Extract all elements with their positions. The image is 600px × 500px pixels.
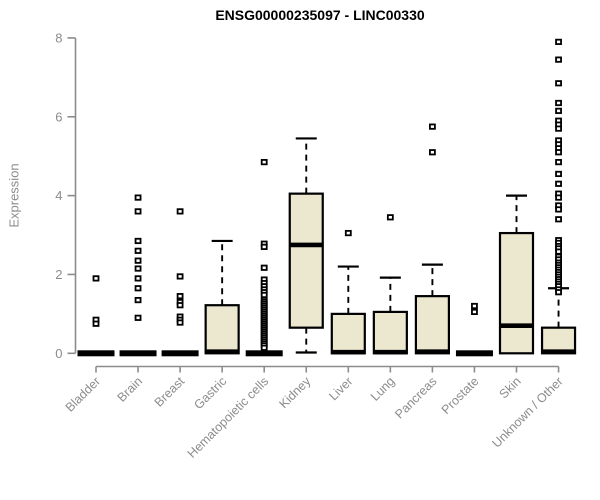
box-brain <box>119 194 157 357</box>
x-category-label-prostate: Prostate <box>439 374 482 417</box>
outlier-point <box>260 159 268 166</box>
outlier-point <box>428 149 436 156</box>
x-category-label-bladder: Bladder <box>63 374 103 414</box>
outlier-point <box>92 275 100 282</box>
outlier-point <box>471 302 478 310</box>
x-category-label-hematopoietic-cells: Hematopoietic cells <box>185 374 272 461</box>
outlier-point <box>134 275 142 282</box>
box-hematopoietic-cells <box>245 159 283 357</box>
outlier-point <box>555 180 562 187</box>
outlier-point <box>555 38 562 45</box>
outlier-point <box>134 208 142 215</box>
x-category-label-skin: Skin <box>497 374 524 401</box>
y-tick-label: 4 <box>55 188 62 203</box>
x-category-label-unknown-other: Unknown / Other <box>489 374 565 450</box>
box-lung <box>372 214 408 355</box>
outlier-point <box>134 237 142 245</box>
box-liver <box>330 229 366 355</box>
outlier-point <box>134 247 142 254</box>
box-gastric <box>204 239 240 355</box>
y-axis: 0 2 4 6 8 <box>55 30 77 361</box>
y-tick-label: 0 <box>55 346 62 361</box>
outlier-point <box>428 123 436 130</box>
outlier-point <box>176 273 184 280</box>
outlier-point <box>260 243 268 250</box>
box-prostate <box>455 302 493 357</box>
outlier-point <box>134 296 142 304</box>
y-tick-label: 8 <box>55 30 62 45</box>
flat-box <box>161 350 199 357</box>
flat-box <box>455 350 493 357</box>
x-category-label-gastric: Gastric <box>191 374 229 412</box>
outlier-point <box>134 314 142 321</box>
outlier-point <box>92 320 100 327</box>
outlier-point <box>260 264 268 271</box>
outlier-point <box>555 149 562 156</box>
outlier-point <box>134 257 142 264</box>
outlier-point <box>555 248 562 255</box>
outlier-point <box>134 194 142 201</box>
y-tick-label: 6 <box>55 109 62 124</box>
y-tick-label: 2 <box>55 267 62 282</box>
flat-box <box>245 350 283 357</box>
box-breast <box>161 208 199 357</box>
outlier-point <box>260 291 268 299</box>
outlier-point <box>555 206 562 213</box>
box-bladder <box>77 275 115 357</box>
outlier-point <box>555 107 562 114</box>
outlier-point <box>555 125 562 132</box>
box-kidney <box>288 137 324 354</box>
outlier-point <box>555 216 562 223</box>
outlier-point <box>134 265 142 272</box>
chart-title: ENSG00000235097 - LINC00330 <box>215 7 425 23</box>
outlier-point <box>555 56 562 63</box>
x-category-label-liver: Liver <box>326 374 355 403</box>
outlier-point <box>555 194 562 201</box>
outlier-point <box>555 99 562 107</box>
outlier-point <box>555 289 562 296</box>
outlier-point <box>386 214 394 221</box>
outlier-point <box>260 344 268 351</box>
x-category-label-lung: Lung <box>368 374 398 404</box>
outlier-point <box>134 285 142 292</box>
outlier-point <box>176 208 184 215</box>
outlier-point <box>176 319 184 326</box>
x-category-label-brain: Brain <box>115 374 146 405</box>
outlier-point <box>555 80 562 87</box>
outlier-point <box>555 159 562 166</box>
outlier-point <box>471 308 478 316</box>
flat-box <box>77 350 115 357</box>
x-category-label-breast: Breast <box>152 374 188 410</box>
flat-box <box>119 350 157 357</box>
box-unknown-other <box>540 38 577 355</box>
x-category-label-kidney: Kidney <box>276 374 313 411</box>
box-pancreas <box>414 123 450 355</box>
box-skin <box>498 194 535 355</box>
x-category-label-pancreas: Pancreas <box>392 374 439 421</box>
outlier-point <box>555 170 562 178</box>
outlier-point <box>176 302 184 309</box>
outlier-point <box>176 293 184 300</box>
outlier-point <box>344 229 352 237</box>
